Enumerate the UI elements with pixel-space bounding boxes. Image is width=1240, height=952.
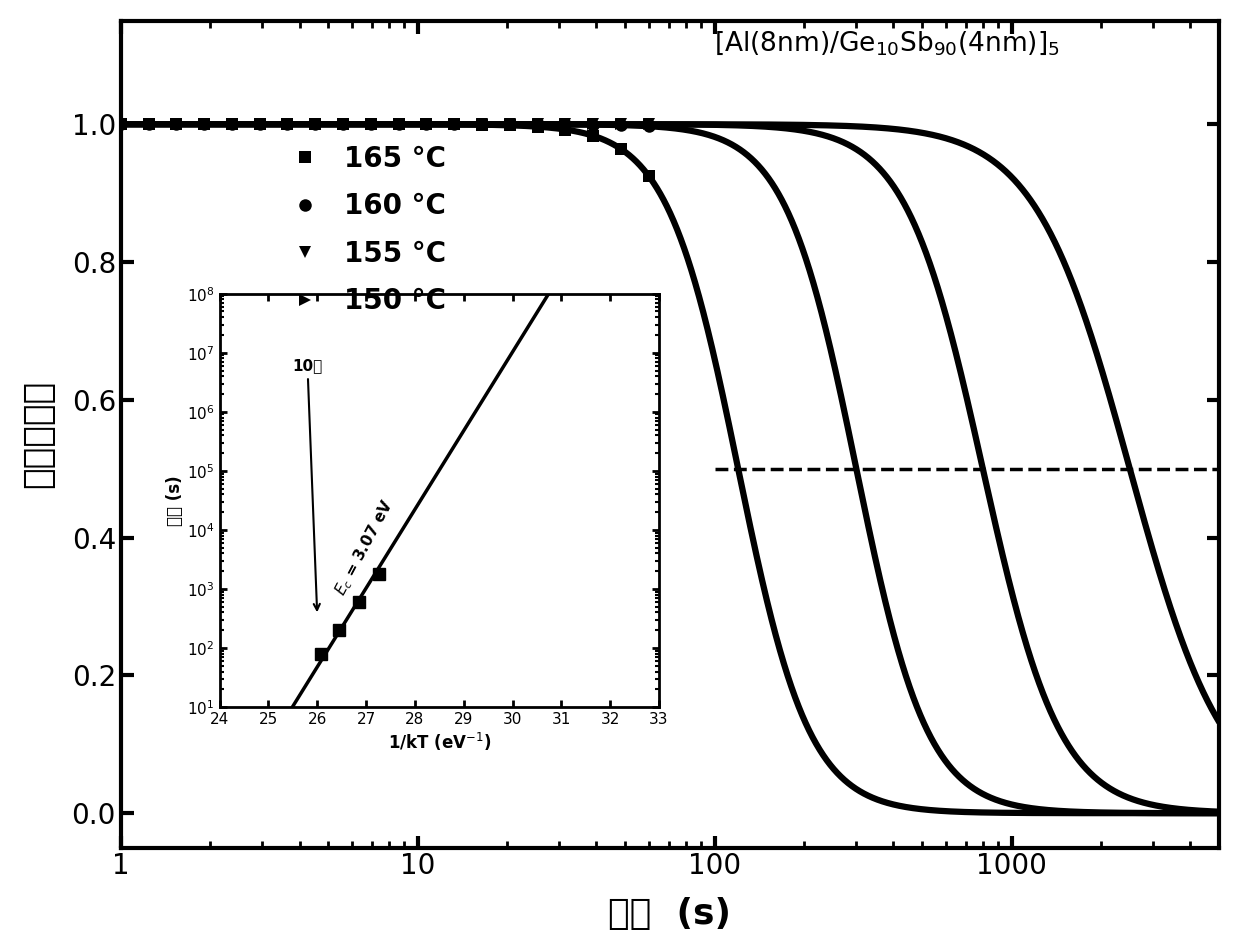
155 °C (446, 118, 461, 129)
150 °C (641, 118, 656, 129)
150 °C (113, 118, 128, 129)
165 °C (113, 118, 128, 129)
150 °C (197, 118, 212, 129)
155 °C (336, 118, 351, 129)
155 °C (502, 118, 517, 129)
165 °C (280, 118, 295, 129)
165 °C (252, 118, 267, 129)
150 °C (531, 118, 546, 129)
160 °C (641, 121, 656, 132)
160 °C (141, 118, 156, 129)
155 °C (531, 118, 546, 129)
160 °C (280, 118, 295, 129)
155 °C (558, 118, 573, 129)
155 °C (475, 118, 490, 129)
160 °C (336, 118, 351, 129)
155 °C (308, 118, 322, 129)
155 °C (197, 118, 212, 129)
150 °C (169, 118, 184, 129)
160 °C (391, 118, 405, 129)
160 °C (475, 118, 490, 129)
165 °C (641, 170, 656, 182)
Line: 165 °C: 165 °C (114, 118, 655, 182)
Legend: 165 °C, 160 °C, 155 °C, 150 °C: 165 °C, 160 °C, 155 °C, 150 °C (278, 134, 458, 327)
165 °C (391, 118, 405, 129)
160 °C (614, 119, 629, 130)
150 °C (391, 118, 405, 129)
160 °C (558, 119, 573, 130)
165 °C (197, 118, 212, 129)
160 °C (252, 118, 267, 129)
X-axis label: 时间  (s): 时间 (s) (609, 897, 732, 931)
155 °C (641, 119, 656, 130)
150 °C (280, 118, 295, 129)
160 °C (419, 118, 434, 129)
160 °C (197, 118, 212, 129)
165 °C (446, 119, 461, 130)
150 °C (446, 118, 461, 129)
160 °C (446, 118, 461, 129)
Line: 150 °C: 150 °C (114, 118, 655, 130)
160 °C (531, 119, 546, 130)
165 °C (502, 120, 517, 131)
150 °C (419, 118, 434, 129)
165 °C (614, 143, 629, 154)
155 °C (419, 118, 434, 129)
150 °C (502, 118, 517, 129)
150 °C (141, 118, 156, 129)
155 °C (363, 118, 378, 129)
165 °C (419, 119, 434, 130)
155 °C (585, 118, 600, 129)
150 °C (475, 118, 490, 129)
160 °C (502, 118, 517, 129)
155 °C (252, 118, 267, 129)
165 °C (336, 118, 351, 129)
Line: 155 °C: 155 °C (114, 118, 655, 130)
155 °C (224, 118, 239, 129)
165 °C (363, 118, 378, 129)
155 °C (141, 118, 156, 129)
165 °C (531, 121, 546, 132)
150 °C (252, 118, 267, 129)
155 °C (391, 118, 405, 129)
150 °C (585, 118, 600, 129)
160 °C (308, 118, 322, 129)
155 °C (614, 119, 629, 130)
165 °C (585, 130, 600, 142)
160 °C (169, 118, 184, 129)
160 °C (113, 118, 128, 129)
150 °C (363, 118, 378, 129)
160 °C (224, 118, 239, 129)
155 °C (280, 118, 295, 129)
160 °C (585, 119, 600, 130)
150 °C (336, 118, 351, 129)
165 °C (141, 118, 156, 129)
165 °C (558, 124, 573, 135)
150 °C (308, 118, 322, 129)
Line: 160 °C: 160 °C (114, 118, 655, 132)
155 °C (113, 118, 128, 129)
165 °C (308, 118, 322, 129)
165 °C (169, 118, 184, 129)
Y-axis label: 归一化电阔: 归一化电阔 (21, 380, 55, 488)
160 °C (363, 118, 378, 129)
150 °C (224, 118, 239, 129)
155 °C (169, 118, 184, 129)
Text: $[\rm Al(8nm)/Ge_{10}Sb_{90}(4nm)]_5$: $[\rm Al(8nm)/Ge_{10}Sb_{90}(4nm)]_5$ (714, 30, 1060, 57)
150 °C (558, 118, 573, 129)
165 °C (224, 118, 239, 129)
165 °C (475, 119, 490, 130)
150 °C (614, 118, 629, 129)
